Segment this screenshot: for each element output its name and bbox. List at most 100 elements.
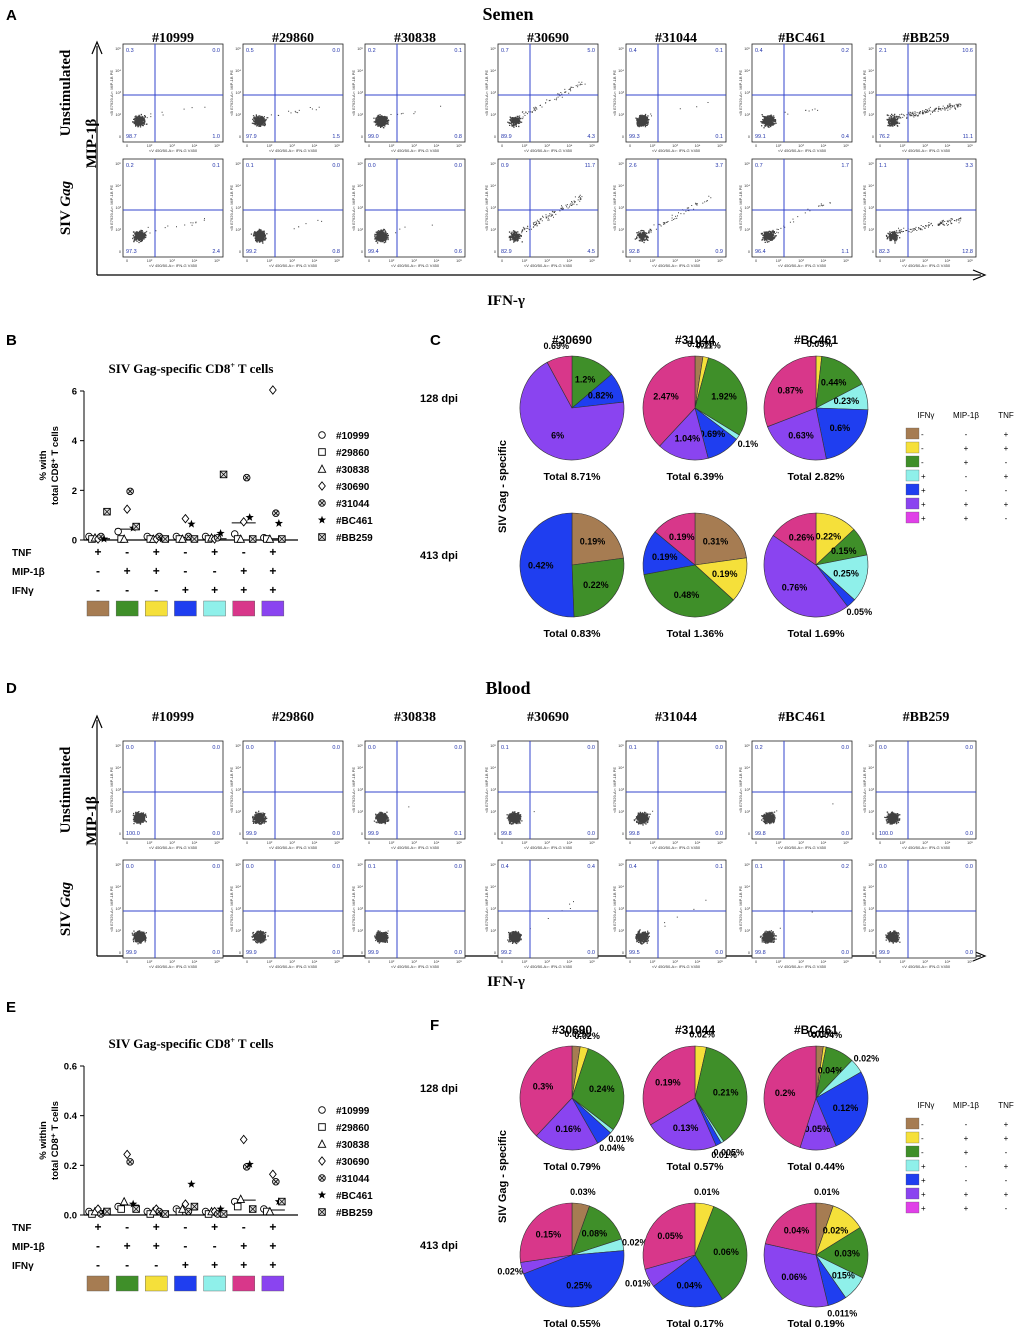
mini-x-tick: 10⁵ xyxy=(456,841,462,845)
mip-sign: + xyxy=(240,1239,247,1253)
quadrant-ll-value: 99.2 xyxy=(501,950,512,956)
pie-slice-label: 0.05% xyxy=(805,1124,831,1134)
mini-x-tick: 10⁵ xyxy=(456,144,462,148)
mini-y-title: <B E7929-A>: MIP-1B PE xyxy=(229,767,234,813)
quadrant-lr-value: 1.5 xyxy=(332,134,340,140)
mini-x-tick: 10³ xyxy=(798,144,804,148)
quadrant-lr-value: 1.0 xyxy=(212,134,220,140)
pie-slice-label: 0.16% xyxy=(556,1124,582,1134)
category-color-swatch xyxy=(145,600,168,617)
row-label-siv-gag: SIV Gag xyxy=(58,180,74,235)
pie-slice-label: 0.19% xyxy=(669,532,695,542)
legend-ifn-sign: + xyxy=(921,514,926,523)
legend-ifn-sign: - xyxy=(921,1120,924,1129)
quadrant-ul-value: 0.1 xyxy=(368,864,376,870)
legend-tnf-sign: + xyxy=(1004,500,1009,509)
ifn-sign: - xyxy=(154,583,158,597)
dot-panel-title: SIV Gag-specific CD8+ T cells xyxy=(109,1036,274,1051)
mini-x-tick: 10⁵ xyxy=(214,144,220,148)
x-axis-label: IFN-γ xyxy=(487,974,525,990)
mini-x-tick: 10⁵ xyxy=(717,841,723,845)
marker-star xyxy=(317,1190,327,1199)
mini-y-tick: 10⁴ xyxy=(115,184,121,188)
quadrant-ll-value: 82.9 xyxy=(501,249,512,255)
y-axis-label: MIP-1β xyxy=(84,796,100,846)
marker-triangle xyxy=(177,534,187,543)
mini-y-tick: 10² xyxy=(116,929,122,933)
quadrant-ur-value: 3.3 xyxy=(965,163,973,169)
flow-plot: 1.1 3.3 82.3 12.8 <B E7929-A>: MIP-1B PE <V 4… xyxy=(862,158,977,268)
y-axis-arrow xyxy=(91,714,103,729)
mini-x-title: <V 450/50-A>: IFN-G V450 xyxy=(149,964,198,969)
quadrant-ll-value: 99.8 xyxy=(501,831,512,837)
mini-y-tick: 10² xyxy=(491,810,497,814)
mini-y-tick: 0 xyxy=(239,832,241,836)
quadrant-ul-value: 0.4 xyxy=(755,48,763,54)
mini-y-tick: 10⁵ xyxy=(235,162,241,166)
legend-label: #10999 xyxy=(336,1106,370,1117)
flow-plot: 0.0 0.0 100.0 0.0 <B E7929-A>: MIP-1B PE <V 4… xyxy=(109,740,224,850)
panel-title: Semen xyxy=(483,4,534,24)
pie-slice xyxy=(643,564,734,618)
mini-y-tick: 10⁴ xyxy=(490,766,496,770)
legend-swatch xyxy=(905,1159,920,1172)
marker-circle xyxy=(114,527,122,536)
mini-y-tick: 10² xyxy=(116,113,122,117)
pie-total-label: Total 6.39% xyxy=(667,471,725,483)
mini-x-tick: 10³ xyxy=(169,144,175,148)
legend-ifn-sign: + xyxy=(921,472,926,481)
mini-x-tick: 10⁵ xyxy=(456,259,462,263)
panel-letter: C xyxy=(430,332,441,349)
pie-slice xyxy=(767,407,827,461)
quadrant-ul-value: 1.1 xyxy=(879,163,887,169)
mini-y-tick: 10⁵ xyxy=(115,863,121,867)
mini-y-tick: 10⁴ xyxy=(115,885,121,889)
mini-y-title: <B E7929-A>: MIP-1B PE xyxy=(738,185,743,231)
mini-x-tick: 0 xyxy=(879,259,881,263)
pie-slice-label: 0.01% xyxy=(711,1150,737,1160)
ifn-sign: + xyxy=(240,1258,247,1272)
mini-x-tick: 10⁵ xyxy=(589,960,595,964)
mini-y-tick: 10³ xyxy=(619,206,625,210)
marker-square-x-cross xyxy=(190,535,198,543)
mini-x-tick: 10⁵ xyxy=(334,960,340,964)
quadrant-ur-value: 1.7 xyxy=(841,163,849,169)
tnf-sign: - xyxy=(242,1220,246,1234)
mini-y-tick: 0 xyxy=(119,135,121,139)
row-label-mip: MIP-1β xyxy=(12,1242,45,1253)
pie-slice-label: 1.2% xyxy=(575,375,596,385)
mini-y-tick: 10³ xyxy=(869,206,875,210)
quadrant-ur-value: 0.0 xyxy=(212,48,220,54)
y-tick-label: 4 xyxy=(72,436,78,447)
event-dots xyxy=(132,106,206,128)
pie-slice-label: 0.06% xyxy=(781,1272,807,1282)
mini-y-tick: 10³ xyxy=(116,788,122,792)
mini-y-title: <B E7929-A>: MIP-1B PE xyxy=(351,70,356,116)
ifn-sign: - xyxy=(154,1258,158,1272)
flow-plot: 0.0 0.0 99.4 0.6 <B E7929-A>: MIP-1B PE <V 45… xyxy=(351,158,466,268)
mip-sign: - xyxy=(213,1239,217,1253)
pie-total-label: Total 0.55% xyxy=(544,1318,602,1330)
animal-header: #31044 xyxy=(655,31,697,46)
marker-star xyxy=(245,513,254,521)
quadrant-ul-value: 0.1 xyxy=(246,163,254,169)
legend-swatch xyxy=(905,1187,920,1200)
pie-slice xyxy=(642,1202,696,1270)
pie-slice-label: 2.47% xyxy=(653,392,679,402)
mini-x-title: <V 450/50-A>: IFN-G V450 xyxy=(269,148,318,153)
mini-x-tick: 0 xyxy=(629,144,631,148)
legend-mip-sign: + xyxy=(964,1148,969,1157)
quadrant-lr-value: 0.4 xyxy=(841,134,849,140)
mini-x-title: <V 450/50-A>: IFN-G V450 xyxy=(149,263,198,268)
mini-y-tick: 10³ xyxy=(116,91,122,95)
quadrant-ul-value: 0.7 xyxy=(755,163,763,169)
pie-slice-label: 0.82% xyxy=(588,391,614,401)
mini-x-tick: 10⁴ xyxy=(567,144,573,148)
mini-y-tick: 10⁵ xyxy=(490,744,496,748)
flow-plot: 0.0 0.0 99.9 0.0 <B E7929-A>: MIP-1B PE <V 45… xyxy=(862,859,977,969)
tnf-sign: - xyxy=(183,1220,187,1234)
mini-y-tick: 10⁴ xyxy=(115,69,121,73)
marker-star xyxy=(216,528,225,537)
ifn-sign: - xyxy=(96,583,100,597)
event-dots xyxy=(760,108,819,129)
